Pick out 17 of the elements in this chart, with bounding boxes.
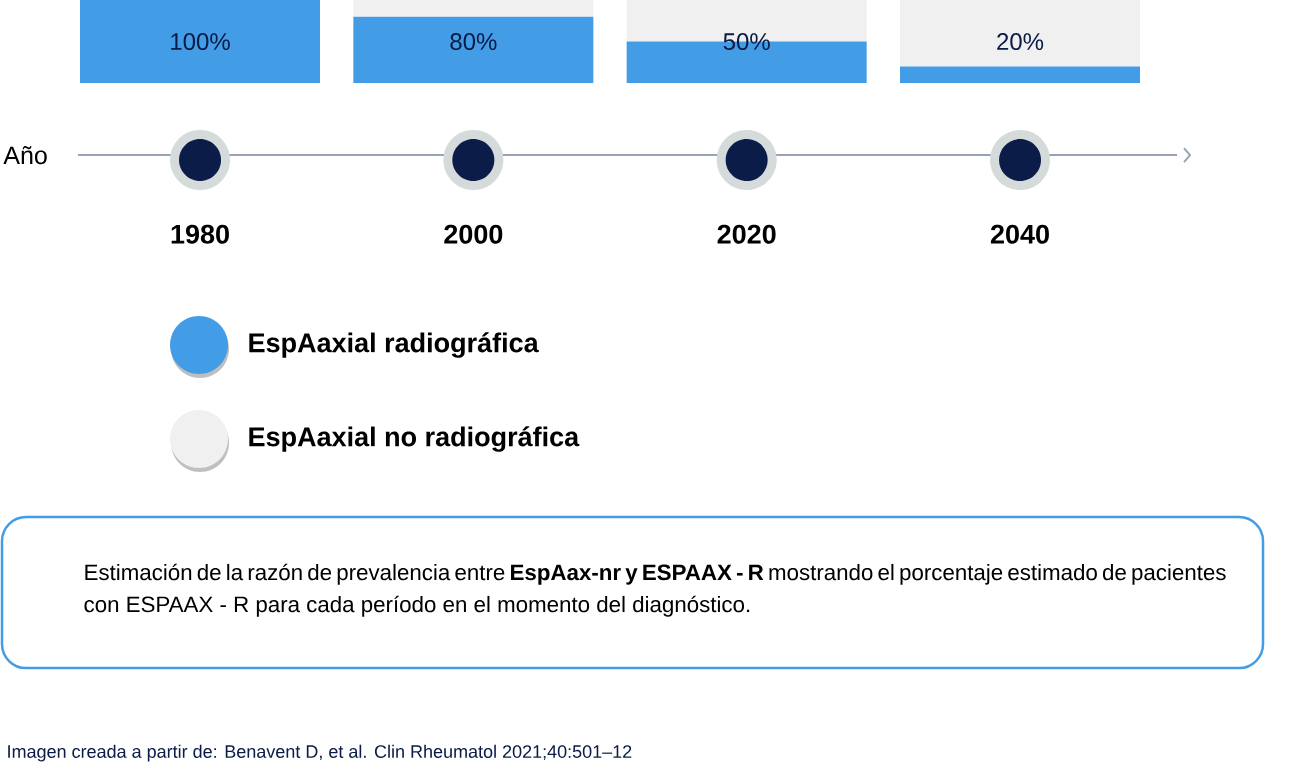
legend-label: EspAaxial no radiográfica: [249, 426, 580, 452]
bar: [900, 66, 1141, 84]
x-tick-label: 2000: [444, 224, 503, 244]
bar: [900, 0, 1141, 67]
text: Estimación de la razón de prevalencia entre EspAax-nr y ESPAAX - R mostrando el porcentaje estimado de pacientes con ESPAAX - R para cada período en el momento del diagnóstico.: [84, 563, 1226, 617]
bar: [353, 0, 594, 17]
x-tick-label: 2040: [990, 224, 1049, 244]
bar: [353, 16, 594, 84]
x-tick-label: 2020: [717, 224, 776, 244]
data-label: 100%: [171, 33, 230, 51]
x-tick-label: 1980: [171, 224, 229, 244]
data-label: 80%: [450, 33, 497, 51]
legend-label: EspAaxial radiográfica: [249, 332, 539, 358]
text: Imagen creada a partir de: Benavent D, et al. Clin Rheumatol 2021;40:501–12: [8, 744, 632, 762]
bar: [80, 0, 321, 84]
data-label: 20%: [997, 33, 1044, 51]
x-axis-title: Año: [3, 145, 47, 165]
